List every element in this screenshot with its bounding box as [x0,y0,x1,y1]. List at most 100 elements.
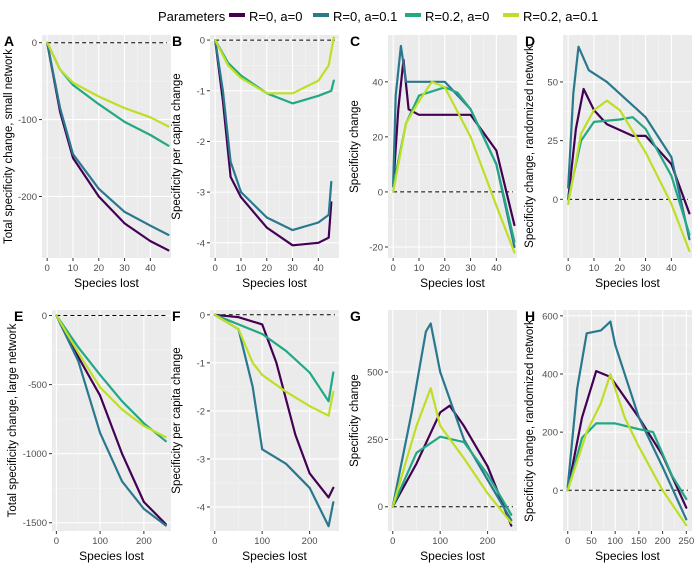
legend-label-3: R=0.2, a=0 [425,9,489,24]
panel-f-background [210,310,339,531]
panel-h-series-3 [566,422,688,501]
panel-e-xtick-label: 200 [136,536,152,547]
panel-b-letter: B [172,33,182,49]
panel-c-ytick-label: -20 [369,242,383,253]
panel-e-ytick-label: -500 [28,380,47,391]
panel-h-xtick-label: 250 [678,536,694,547]
panel-g-ylabel: Specificity change [349,374,361,467]
panel-e: 0 100 200 0 -500 -1000 -1500 E Species lost Total… [7,308,171,563]
panel-a-xlabel: Species lost [74,276,139,290]
panel-e-ytick-label: -1000 [23,449,47,460]
panel-b-series-4 [214,36,335,95]
panel-a-xtick-label: 40 [145,263,156,274]
panel-h: 0 50 100 150 200 250 0 200 400 600 H Species lost Sp… [524,308,694,563]
panel-a: 0 10 20 30 40 0 -100 -200 A Species lost Total spe… [3,33,171,290]
panel-h-letter: H [525,308,535,324]
panel-a-xtick-label: 30 [119,263,130,274]
panel-f-series-1 [213,313,335,499]
panel-d-xtick-label: 10 [589,263,600,274]
panel-g-series-3 [391,435,513,516]
panel-f-series-3 [213,313,335,403]
panel-h-series-4 [566,372,688,527]
panel-e-series-3 [55,314,167,443]
panel-f-ytick-label: 0 [200,310,205,321]
panel-d-ytick-label: 25 [547,136,558,147]
panel-e-letter: E [14,308,23,324]
panel-g-xtick-label: 100 [432,536,448,547]
panel-f-xtick-label: 200 [302,536,318,547]
panel-b-xtick-label: 30 [287,263,298,274]
panel-b-ytick-label: 0 [200,36,205,47]
panel-c-series-4 [392,80,516,254]
panel-c-background [388,35,517,258]
legend-entry-3: R=0.2, a=0 [405,9,489,24]
panel-b: 0 10 20 30 40 0 -1 -2 -3 -4 B Species lost Specifici… [171,33,339,290]
panel-b-ytick-label: -2 [197,137,205,148]
panel-f-ylabel: Specificity per capita change [171,347,183,493]
panel-b-xtick-label: 20 [261,263,272,274]
panel-h-ytick-label: 0 [553,486,558,497]
panel-b-series-2 [214,39,333,232]
panel-d-xtick-label: 20 [614,263,625,274]
panel-h-ytick-label: 200 [542,428,558,439]
panel-d-ylabel: Specificity change, randomized network [524,45,536,248]
panel-b-xlabel: Species lost [242,276,307,290]
panel-e-series-1 [55,314,167,526]
panel-a-ylabel: Total specificity change, small network [3,49,15,244]
panel-c-series-1 [392,58,516,227]
panel-h-ytick-label: 400 [542,369,558,380]
panel-b-series-1 [214,39,333,247]
panel-h-xtick-label: 100 [607,536,623,547]
panel-d-ytick-label: 50 [547,77,558,88]
panel-c-letter: C [350,33,360,49]
panel-a-xtick-label: 0 [45,263,50,274]
panel-a-xtick-label: 20 [93,263,104,274]
panel-g: 0 100 200 0 250 500 G Species lost Specificity c… [349,308,517,563]
panel-h-xtick-label: 0 [565,536,570,547]
panel-c-xlabel: Species lost [420,276,485,290]
panel-c: 0 10 20 30 40 -20 0 20 40 C Species lost Specificit… [349,33,517,290]
panel-c-xtick-label: 0 [391,263,396,274]
panel-f: 0 100 200 0 -1 -2 -3 -4 F Species lost Specificity… [171,308,339,563]
panel-g-series-2 [391,322,513,522]
legend-label-1: R=0, a=0 [249,9,303,24]
panel-d-series-3 [567,116,691,236]
panel-e-series-2 [55,314,167,527]
panel-a-ytick-label: -200 [18,192,37,203]
panel-h-xlabel: Species lost [595,549,660,563]
panel-d-ytick-label: 0 [553,195,558,206]
panel-h-ylabel: Specificity change, randomized network [524,319,536,522]
panel-a-xtick-label: 10 [68,263,79,274]
panel-d-series-1 [567,87,691,215]
panel-d-series-2 [567,45,691,241]
panel-f-xtick-label: 100 [254,536,270,547]
legend-entry-4: R=0.2, a=0.1 [503,9,598,24]
panel-b-ytick-label: -1 [197,86,205,97]
panel-b-xtick-label: 40 [313,263,324,274]
panel-a-letter: A [4,33,14,49]
panel-c-ytick-label: 0 [378,187,383,198]
panel-c-xtick-label: 40 [491,263,502,274]
panel-f-series-2 [213,313,335,528]
panel-f-letter: F [172,308,181,324]
panel-f-ytick-label: -1 [197,358,205,369]
legend-label-4: R=0.2, a=0.1 [523,9,598,24]
panel-g-ytick-label: 500 [367,367,383,378]
panel-e-ylabel: Total specificity change, large network [7,323,19,517]
panel-h-xtick-label: 150 [631,536,647,547]
panel-c-ytick-label: 20 [372,132,383,143]
panel-a-ytick-label: -100 [18,115,37,126]
panel-e-series-4 [55,314,167,439]
panel-a-ytick-label: 0 [32,38,37,49]
panel-h-xtick-label: 50 [586,536,597,547]
panel-g-ytick-label: 250 [367,435,383,446]
panel-e-xtick-label: 0 [54,536,59,547]
panel-c-ylabel: Specificity change [349,100,361,193]
panel-f-ytick-label: -3 [197,454,205,465]
panel-b-ytick-label: -4 [197,238,205,249]
legend-entry-1: R=0, a=0 [229,9,303,24]
panel-d-xlabel: Species lost [595,276,660,290]
panel-b-ylabel: Specificity per capita change [171,73,183,219]
panel-a-series-2 [46,41,170,236]
